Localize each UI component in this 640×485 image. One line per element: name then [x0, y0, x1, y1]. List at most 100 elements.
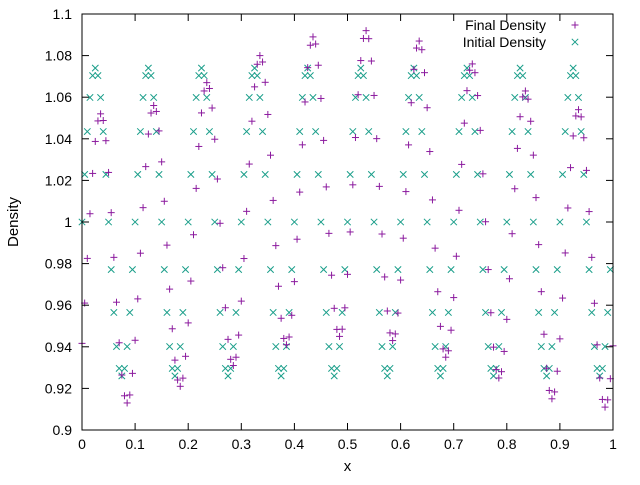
final-density-point	[314, 61, 322, 69]
final-density-point	[168, 325, 176, 333]
initial-density-point	[219, 342, 227, 351]
final-density-point	[513, 144, 521, 152]
initial-density-point	[484, 342, 492, 351]
initial-density-point	[330, 372, 338, 380]
final-density-point	[152, 107, 160, 115]
x-tick-label: 0.5	[338, 436, 358, 452]
initial-density-point	[89, 72, 97, 80]
y-tick-label: 1.1	[53, 6, 73, 22]
final-density-point	[184, 319, 192, 327]
initial-density-point	[306, 72, 314, 80]
final-density-point	[447, 326, 455, 334]
final-density-point	[290, 278, 298, 286]
initial-density-point	[110, 308, 118, 317]
final-density-point	[171, 356, 179, 364]
final-density-point	[383, 307, 391, 315]
final-density-point	[532, 194, 540, 202]
final-density-point	[362, 27, 370, 35]
final-density-point	[439, 345, 447, 353]
initial-density-point	[240, 170, 248, 178]
initial-density-point	[574, 93, 583, 102]
x-tick-label: 0.9	[550, 436, 570, 452]
final-density-point	[123, 399, 131, 407]
initial-density-point	[564, 93, 572, 102]
final-density-point	[309, 33, 317, 41]
y-tick-label: 0.92	[45, 380, 72, 396]
final-density-point	[203, 79, 211, 87]
initial-density-point	[423, 218, 431, 226]
final-density-point	[442, 353, 450, 361]
initial-density-point	[569, 64, 577, 72]
initial-density-point	[572, 72, 580, 80]
final-density-point	[452, 252, 460, 260]
final-density-point	[182, 352, 190, 360]
final-density-point	[259, 58, 267, 66]
final-density-point	[505, 275, 513, 283]
final-density-point	[580, 134, 588, 142]
initial-density-point	[91, 64, 99, 72]
final-density-point	[341, 304, 349, 312]
final-density-point	[458, 160, 466, 168]
legend-marker-final-density	[571, 21, 579, 29]
x-tick-label: 0.2	[178, 436, 198, 452]
final-density-point	[428, 196, 436, 204]
final-density-point	[540, 330, 548, 338]
initial-density-point	[373, 266, 381, 274]
final-density-point	[197, 109, 205, 117]
initial-density-point	[83, 127, 91, 136]
final-density-point	[405, 141, 413, 149]
initial-density-point	[559, 170, 567, 178]
final-density-point	[460, 119, 468, 127]
final-density-point	[378, 230, 386, 238]
initial-density-point	[527, 170, 535, 178]
final-density-point	[516, 113, 524, 121]
initial-density-point	[585, 266, 593, 274]
initial-density-point	[160, 266, 168, 274]
y-tick-label: 1.08	[45, 48, 72, 64]
initial-density-point	[420, 170, 429, 178]
initial-density-point	[582, 218, 591, 226]
final-density-point	[296, 188, 304, 196]
initial-density-point	[343, 218, 352, 226]
final-density-point	[508, 230, 516, 238]
initial-density-point	[370, 218, 378, 226]
final-density-point	[434, 288, 442, 296]
initial-density-point	[346, 170, 354, 178]
final-density-point	[328, 271, 336, 279]
x-tick-label: 0.6	[391, 436, 411, 452]
final-density-point	[237, 297, 245, 305]
final-density-point	[596, 374, 604, 382]
initial-density-point	[460, 72, 468, 80]
final-density-point	[497, 368, 505, 376]
initial-density-point	[181, 266, 190, 274]
final-density-point	[420, 69, 428, 77]
final-density-point	[590, 299, 598, 307]
final-density-point	[102, 137, 110, 145]
initial-density-point	[81, 170, 89, 178]
initial-density-point	[444, 308, 452, 317]
final-density-point	[572, 112, 580, 120]
final-density-point	[200, 87, 208, 95]
initial-density-point	[511, 93, 519, 102]
legend-label-initial-density: Initial Density	[463, 34, 546, 50]
final-density-point	[256, 52, 264, 60]
final-density-point	[160, 197, 168, 205]
final-density-point	[219, 264, 227, 272]
final-density-point	[367, 57, 375, 65]
final-density-point	[381, 273, 389, 281]
final-density-point	[431, 244, 439, 252]
initial-density-point	[479, 266, 487, 274]
final-density-point	[426, 148, 434, 156]
legend-cross-marker	[571, 38, 579, 46]
final-density-point	[415, 37, 423, 45]
final-density-point	[495, 374, 503, 382]
initial-density-point	[285, 308, 293, 317]
y-tick-label: 0.9	[53, 422, 73, 438]
initial-density-point	[94, 72, 102, 80]
initial-density-point	[115, 364, 123, 372]
final-density-point	[407, 99, 415, 107]
initial-density-point	[314, 170, 322, 178]
final-density-point	[107, 209, 115, 217]
final-density-point	[397, 276, 405, 284]
final-density-point	[529, 151, 537, 159]
